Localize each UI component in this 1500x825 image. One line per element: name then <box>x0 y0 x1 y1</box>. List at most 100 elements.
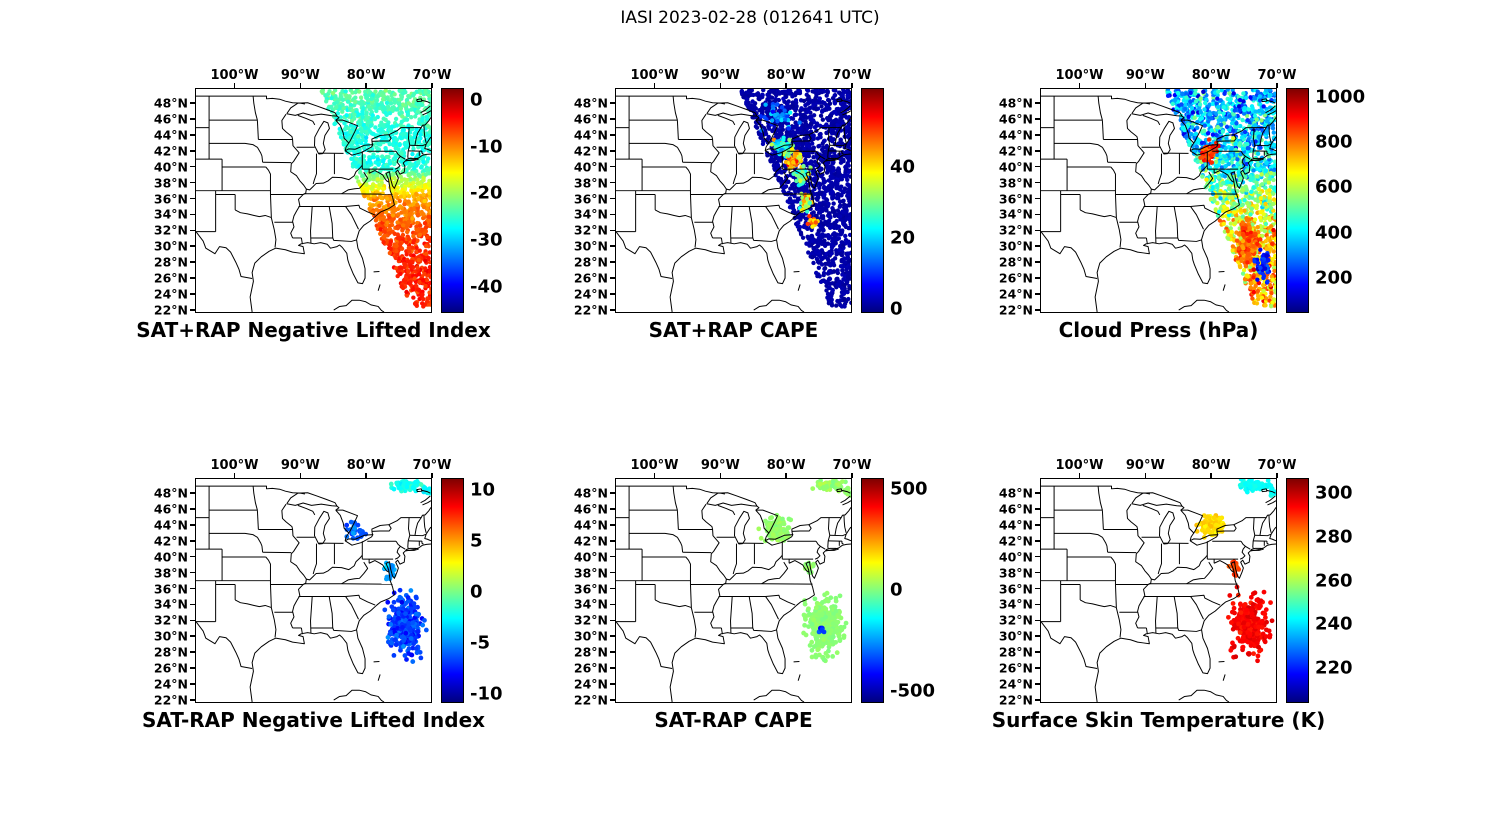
lat-axis: 48°N 46°N 44°N 42°N 40°N 38°N 36°N 34°N 32°N 30°N… <box>145 88 191 318</box>
map-outlines <box>616 95 851 312</box>
lon-tick-label: 70°W <box>1257 458 1297 473</box>
lat-tick-label: 26°N <box>573 270 608 286</box>
lat-tick-label: 48°N <box>998 95 1033 111</box>
lat-tick-label: 28°N <box>573 644 608 660</box>
lat-tick-mark <box>1035 524 1040 526</box>
colorbar-tick-label: 200 <box>1315 267 1353 289</box>
lon-tick-label: 100°W <box>210 458 259 473</box>
lat-tick-mark <box>610 181 615 184</box>
lat-tick-mark <box>190 197 195 200</box>
lat-tick-mark <box>1035 134 1040 136</box>
lon-tick-label: 70°W <box>1257 68 1297 83</box>
colorbar-tick-labels: 500 0 -500 <box>890 478 946 703</box>
lat-tick-mark <box>1035 651 1040 653</box>
lat-tick-mark <box>190 508 195 510</box>
lon-axis: 100°W 90°W 80°W 70°W <box>615 452 872 474</box>
lat-tick-mark <box>1035 540 1040 542</box>
lat-tick-label: 22°N <box>153 302 188 318</box>
colorbar <box>861 478 884 703</box>
lat-tick-label: 32°N <box>998 222 1033 238</box>
lat-tick-label: 42°N <box>153 533 188 549</box>
lon-tick-mark <box>851 473 853 478</box>
lat-tick-mark <box>190 181 195 184</box>
lat-tick-mark <box>190 229 195 232</box>
lat-tick-label: 28°N <box>998 254 1033 270</box>
lat-tick-mark <box>1035 261 1040 263</box>
lat-tick-mark <box>610 699 615 701</box>
lon-tick-label: 70°W <box>832 68 872 83</box>
lon-tick-label: 100°W <box>1055 458 1104 473</box>
lat-tick-mark <box>610 651 615 653</box>
lat-tick-label: 46°N <box>153 111 188 127</box>
colorbar-tick-label: -40 <box>470 276 503 298</box>
colorbar-tick-label: -500 <box>890 680 936 702</box>
lat-tick-label: 30°N <box>153 238 188 254</box>
lat-tick-label: 40°N <box>998 159 1033 175</box>
lat-tick-mark <box>1035 293 1040 295</box>
lat-tick-label: 32°N <box>998 612 1033 628</box>
lat-tick-label: 32°N <box>153 612 188 628</box>
lat-tick-label: 24°N <box>153 676 188 692</box>
lat-tick-label: 24°N <box>573 286 608 302</box>
lat-tick-label: 26°N <box>573 660 608 676</box>
lon-tick-mark <box>1144 473 1147 478</box>
lon-tick-label: 100°W <box>210 68 259 83</box>
lat-tick-label: 32°N <box>153 222 188 238</box>
lat-tick-label: 40°N <box>573 549 608 565</box>
colorbar-tick-label: -10 <box>470 136 503 158</box>
colorbar-tick-label: 400 <box>1315 222 1353 244</box>
colorbar-tick-label: 260 <box>1315 570 1353 592</box>
lat-tick-label: 22°N <box>153 692 188 708</box>
map-plot <box>615 478 852 703</box>
lat-tick-label: 32°N <box>573 222 608 238</box>
lat-tick-mark <box>610 667 615 669</box>
lat-tick-mark <box>190 635 195 637</box>
lat-tick-label: 22°N <box>573 302 608 318</box>
lat-tick-label: 40°N <box>998 549 1033 565</box>
map-plot <box>1040 478 1277 703</box>
lat-tick-label: 34°N <box>153 596 188 612</box>
lat-tick-label: 36°N <box>153 581 188 596</box>
lat-tick-label: 34°N <box>998 596 1033 612</box>
lon-tick-mark <box>299 473 302 478</box>
lat-tick-mark <box>1035 571 1040 574</box>
lat-axis: 48°N 46°N 44°N 42°N 40°N 38°N 36°N 34°N 32°N 30°N… <box>990 88 1036 318</box>
colorbar-tick-label: 280 <box>1315 526 1353 548</box>
lat-tick-label: 36°N <box>998 191 1033 206</box>
lat-tick-label: 28°N <box>153 254 188 270</box>
lat-tick-mark <box>1035 245 1040 247</box>
lat-tick-mark <box>610 229 615 232</box>
lat-tick-mark <box>1035 197 1040 200</box>
lat-tick-mark <box>1035 508 1040 510</box>
lat-tick-mark <box>190 524 195 526</box>
colorbar-tick-label: -30 <box>470 229 503 251</box>
lat-tick-mark <box>190 118 195 120</box>
map-plot <box>195 88 432 313</box>
lat-tick-mark <box>190 587 195 590</box>
lat-tick-mark <box>610 683 615 685</box>
colorbar-tick-label: 5 <box>470 530 483 552</box>
map-outlines <box>196 485 431 702</box>
colorbar-tick-labels: 10 5 0 -5 -10 <box>470 478 526 705</box>
lon-tick-mark <box>365 473 367 478</box>
lat-tick-label: 40°N <box>153 549 188 565</box>
lat-tick-mark <box>190 492 195 494</box>
lat-tick-mark <box>190 134 195 136</box>
lat-tick-label: 28°N <box>998 644 1033 660</box>
lat-tick-mark <box>1035 619 1040 622</box>
lat-tick-mark <box>190 555 195 558</box>
lat-tick-label: 22°N <box>573 692 608 708</box>
lat-tick-mark <box>1035 667 1040 669</box>
colorbar <box>1286 478 1309 703</box>
lat-tick-mark <box>1035 213 1040 216</box>
lat-tick-label: 32°N <box>573 612 608 628</box>
lat-tick-mark <box>610 213 615 216</box>
lat-tick-mark <box>1035 102 1040 104</box>
lon-axis: 100°W 90°W 80°W 70°W <box>1040 452 1297 474</box>
lon-tick-label: 80°W <box>346 68 386 83</box>
map-plot <box>615 88 852 313</box>
lat-tick-mark <box>190 102 195 104</box>
lat-tick-mark <box>190 277 195 279</box>
lon-axis: 100°W 90°W 80°W 70°W <box>195 62 452 84</box>
lat-tick-label: 30°N <box>998 238 1033 254</box>
